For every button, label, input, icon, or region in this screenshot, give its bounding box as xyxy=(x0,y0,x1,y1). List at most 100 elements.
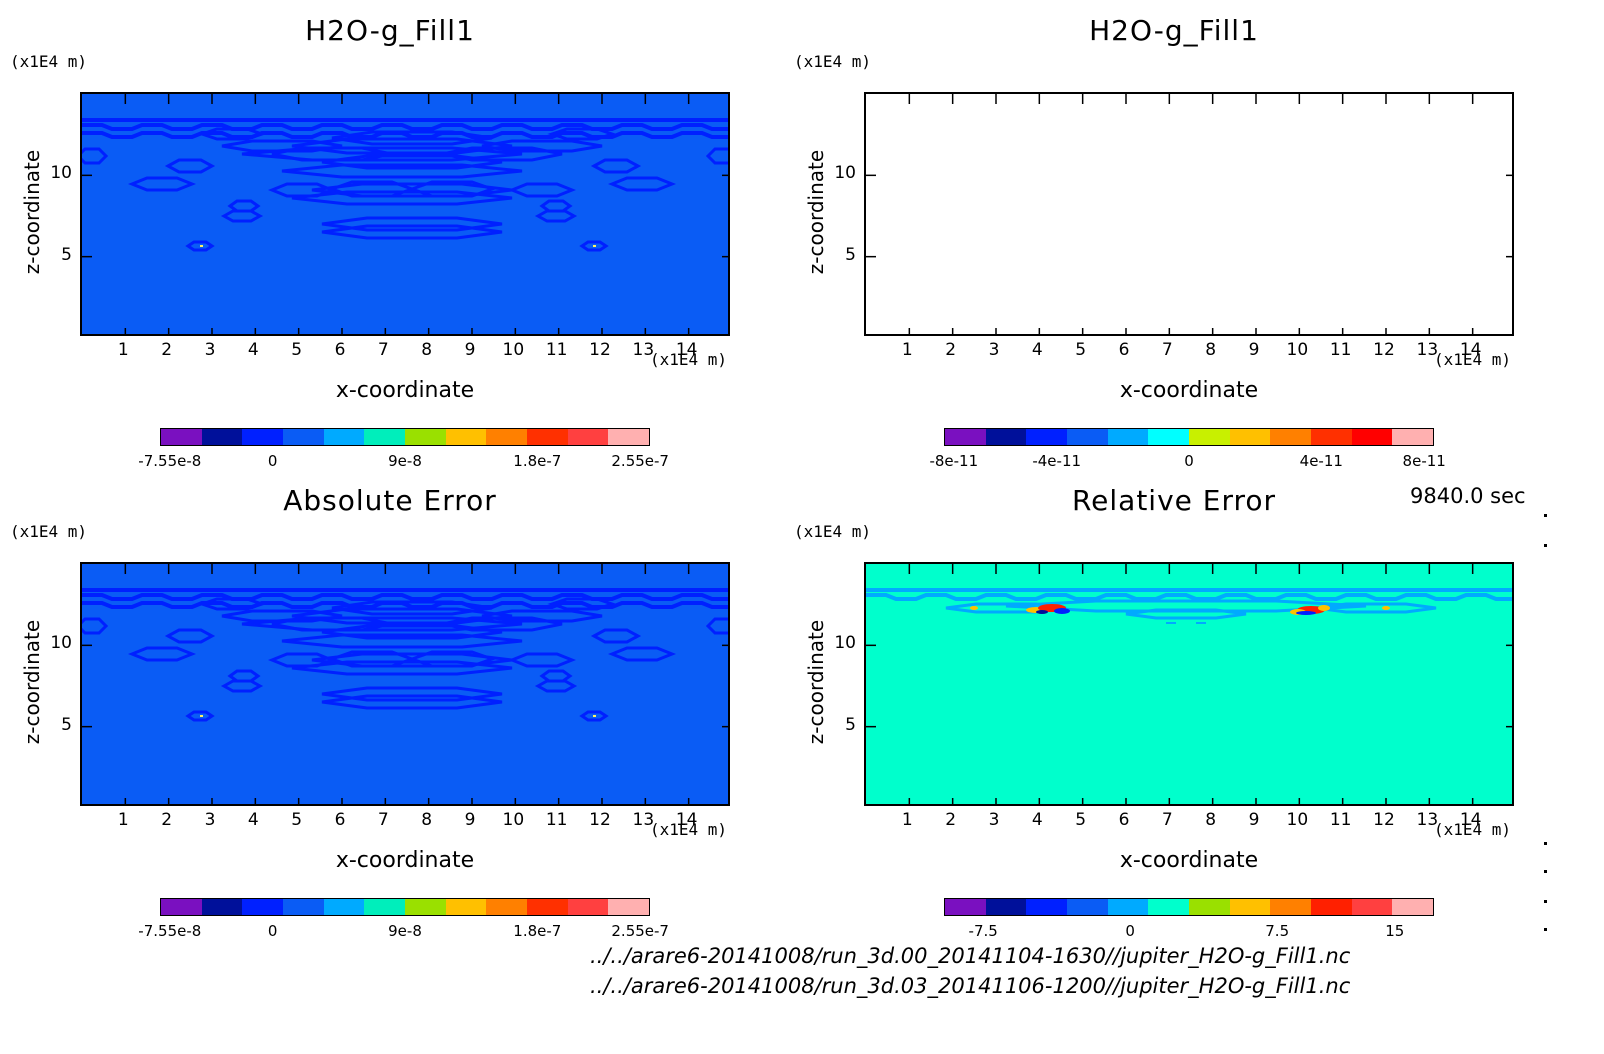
x-tick-label: 14 xyxy=(675,340,698,360)
contour-blob xyxy=(197,597,267,611)
contour-blob xyxy=(197,127,267,141)
colorbar-swatch xyxy=(1189,429,1230,445)
y-unit-label: (x1E4 m) xyxy=(794,52,872,71)
x-tick-label: 1 xyxy=(901,340,913,360)
y-tick-label: 5 xyxy=(845,714,856,735)
colorbar-swatch xyxy=(1270,429,1312,445)
colorbar-swatch xyxy=(1351,429,1393,445)
contour-blob xyxy=(579,240,609,252)
dot-marker xyxy=(1544,544,1547,547)
contour-blob xyxy=(441,616,563,632)
x-tick-label: 8 xyxy=(421,340,433,360)
colorbar xyxy=(160,898,650,916)
contour-blob xyxy=(331,130,493,146)
file-path-2: ../../arare6-20141008/run_3d.03_20141106… xyxy=(590,974,1351,998)
contour-blob xyxy=(534,209,578,223)
x-tick-label: 4 xyxy=(1031,340,1043,360)
hot-spot xyxy=(1036,610,1048,614)
colorbar-swatch xyxy=(1229,899,1271,915)
contour-blob xyxy=(127,646,197,662)
x-tick-label: 14 xyxy=(1459,340,1482,360)
x-tick-label: 9 xyxy=(464,340,476,360)
colorbar-label: 2.55e-7 xyxy=(611,922,669,940)
colorbar-label: 2.55e-7 xyxy=(611,452,669,470)
colorbar-label: 4e-11 xyxy=(1299,452,1343,470)
colorbar-swatch xyxy=(445,899,487,915)
x-tick-label: 7 xyxy=(1161,810,1173,830)
bright-spot xyxy=(200,715,203,717)
x-tick-label: 13 xyxy=(632,810,655,830)
colorbar-swatch xyxy=(445,429,487,445)
x-tick-label: 6 xyxy=(1118,340,1130,360)
colorbar-label: 0 xyxy=(267,452,278,470)
x-unit-label: (x1E4 m) xyxy=(1434,350,1512,369)
colorbar-swatch xyxy=(283,429,324,445)
contour-band xyxy=(866,593,1512,601)
x-tick-label: 4 xyxy=(247,340,259,360)
x-tick-label: 8 xyxy=(421,810,433,830)
x-tick-label: 8 xyxy=(1205,340,1217,360)
x-tick-label: 13 xyxy=(1416,340,1439,360)
contour-blob xyxy=(407,180,497,198)
colorbar-swatch xyxy=(567,429,609,445)
chart-title: H2O-g_Fill1 xyxy=(305,14,475,47)
colorbar-swatch xyxy=(1392,429,1434,445)
x-tick-label: 1 xyxy=(117,810,129,830)
contour-blob xyxy=(164,158,216,174)
plot-area xyxy=(864,92,1514,336)
x-tick-label: 9 xyxy=(1248,340,1260,360)
contour-blob xyxy=(481,609,603,623)
y-tick-label: 10 xyxy=(834,633,856,654)
colorbar-swatch xyxy=(945,899,986,915)
colorbar-label: 9e-8 xyxy=(388,452,422,470)
contour-blob xyxy=(271,616,393,632)
x-tick-label: 11 xyxy=(545,340,568,360)
contour-fleck xyxy=(1166,622,1176,624)
x-tick-label: 6 xyxy=(1118,810,1130,830)
x-tick-label: 10 xyxy=(1286,810,1309,830)
colorbar-swatch xyxy=(608,899,650,915)
x-tick-label: 3 xyxy=(204,340,216,360)
x-tick-label: 7 xyxy=(377,340,389,360)
colorbar-swatch xyxy=(486,429,528,445)
contour-blob xyxy=(220,679,264,693)
x-axis-label: x-coordinate xyxy=(1119,378,1259,403)
contour-fleck xyxy=(1196,622,1206,624)
x-tick-label: 12 xyxy=(1373,340,1395,360)
contour-blob xyxy=(281,633,523,649)
contour-blob xyxy=(1005,599,1367,613)
contour-band xyxy=(82,593,728,601)
colorbar-swatch xyxy=(405,429,446,445)
contour-blob xyxy=(534,679,578,693)
colorbar-swatch xyxy=(283,899,324,915)
y-axis-label: z-coordinate xyxy=(804,149,828,275)
contour-blob xyxy=(321,216,503,232)
chart-panel: Absolute Error (x1E4 m) (x1E4 m) 1 2 3 4 5 6 7 8 9 1… xyxy=(0,470,780,940)
contour-blob xyxy=(221,609,343,623)
x-tick-label: 4 xyxy=(1031,810,1043,830)
colorbar-label: -8e-11 xyxy=(929,452,979,470)
chart-panel: H2O-g_Fill1 (x1E4 m) (x1E4 m) 1 2 3 4 5 6 7 8 9 10 11… xyxy=(784,0,1564,470)
contour-blob xyxy=(331,600,493,616)
dot-marker xyxy=(1544,842,1547,845)
x-tick-label: 3 xyxy=(988,340,1000,360)
y-axis-label: z-coordinate xyxy=(20,619,44,745)
contour-blob xyxy=(185,240,215,252)
colorbar-swatch xyxy=(1311,899,1352,915)
field-svg xyxy=(82,564,728,804)
contour-blob xyxy=(1125,608,1247,620)
contour-blob xyxy=(481,139,603,153)
x-tick-label: 9 xyxy=(1248,810,1260,830)
contour-blob xyxy=(291,190,513,206)
contour-blob xyxy=(291,607,513,625)
y-tick-label: 10 xyxy=(834,163,856,184)
colorbar-swatch xyxy=(985,429,1027,445)
chart-title: Relative Error xyxy=(1071,484,1277,517)
contour-blob xyxy=(507,182,577,198)
plot-area xyxy=(864,562,1514,806)
colorbar-swatch xyxy=(364,429,406,445)
y-tick-label: 10 xyxy=(50,633,72,654)
contour-blob xyxy=(321,154,503,170)
contour-blob xyxy=(271,146,393,162)
x-tick-label: 13 xyxy=(632,340,655,360)
